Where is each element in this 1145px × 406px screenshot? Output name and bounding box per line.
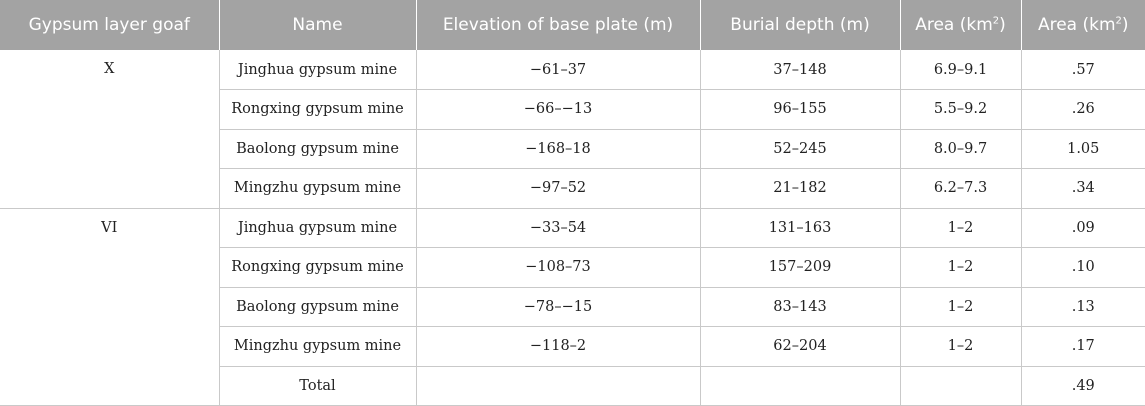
table-row: Total .49 — [0, 365, 1145, 406]
cell-area-2: 1.05 — [1020, 128, 1145, 169]
cell-burial-depth: 157–209 — [699, 247, 901, 288]
cell-area-2: .26 — [1020, 89, 1145, 130]
cell-elevation: −97–52 — [415, 168, 701, 209]
cell-area-2: .34 — [1020, 168, 1145, 209]
cell-elevation: −33–54 — [415, 207, 701, 248]
cell-elevation: −118–2 — [415, 326, 701, 367]
cell-area-2: .49 — [1020, 365, 1145, 406]
cell-gypsum-layer: X — [0, 50, 220, 209]
cell-area-2: .09 — [1020, 207, 1145, 248]
cell-area-1 — [899, 365, 1022, 406]
table-body: X Jinghua gypsum mine −61–37 37–148 6.9–9.1.… — [0, 50, 1145, 406]
cell-name: Rongxing gypsum mine — [218, 89, 417, 130]
header-gypsum-layer-goaf: Gypsum layer goaf — [28, 15, 190, 35]
cell-gypsum-layer: VI — [0, 207, 220, 406]
cell-burial-depth: 62–204 — [699, 326, 901, 367]
cell-name: Mingzhu gypsum mine — [218, 326, 417, 367]
header-name: Name — [218, 0, 416, 50]
cell-name: Baolong gypsum mine — [218, 128, 417, 169]
cell-area-1: 1–2 — [899, 326, 1022, 367]
cell-area-1: 5.5–9.2 — [899, 89, 1022, 130]
table-header: Gypsum layer goaf Name Elevation of base… — [0, 0, 1145, 50]
header-elevation: Elevation of base plate (m) — [415, 0, 700, 50]
cell-burial-depth: 52–245 — [699, 128, 901, 169]
cell-name: Jinghua gypsum mine — [218, 50, 417, 90]
cell-area-2: .17 — [1020, 326, 1145, 367]
header-burial-depth: Burial depth (m) — [699, 0, 900, 50]
cell-burial-depth: 131–163 — [699, 207, 901, 248]
cell-elevation: −66–−13 — [415, 89, 701, 130]
cell-name: Rongxing gypsum mine — [218, 247, 417, 288]
header-row: Gypsum layer goaf Name Elevation of base… — [0, 0, 1145, 50]
cell-burial-depth: 37–148 — [699, 50, 901, 90]
cell-burial-depth: 21–182 — [699, 168, 901, 209]
cell-name: Jinghua gypsum mine — [218, 207, 417, 248]
cell-elevation: −61–37 — [415, 50, 701, 90]
cell-area-2: .57 — [1020, 50, 1145, 90]
cell-area-1: 8.0–9.7 — [899, 128, 1022, 169]
table-row: Rongxing gypsum mine −66–−13 96–155 5.5–9.2… — [0, 89, 1145, 130]
table-row: Rongxing gypsum mine −108–73 157–209 1–2.10 — [0, 247, 1145, 288]
cell-elevation: −108–73 — [415, 247, 701, 288]
table-row: Baolong gypsum mine −168–18 52–245 8.0–9.7 1… — [0, 128, 1145, 169]
cell-burial-depth: 83–143 — [699, 286, 901, 327]
header-area-1: Area (km2) — [899, 0, 1021, 50]
cell-area-1: 1–2 — [899, 286, 1022, 327]
table-row: Mingzhu gypsum mine −118–2 62–204 1–2.17 — [0, 326, 1145, 367]
cell-elevation — [415, 365, 701, 406]
header-area-2: Area (km2) — [1020, 0, 1145, 50]
cell-elevation: −78–−15 — [415, 286, 701, 327]
cell-elevation: −168–18 — [415, 128, 701, 169]
cell-name: Mingzhu gypsum mine — [218, 168, 417, 209]
cell-area-1: 1–2 — [899, 207, 1022, 248]
cell-burial-depth: 96–155 — [699, 89, 901, 130]
cell-area-1: 6.9–9.1 — [899, 50, 1022, 90]
cell-area-1: 1–2 — [899, 247, 1022, 288]
cell-name: Baolong gypsum mine — [218, 286, 417, 327]
cell-area-1: 6.2–7.3 — [899, 168, 1022, 209]
table-row: VI Jinghua gypsum mine −33–54 131–163 1–2.09 — [0, 207, 1145, 406]
cell-area-2: .10 — [1020, 247, 1145, 288]
table-row: X Jinghua gypsum mine −61–37 37–148 6.9–9.1.… — [0, 50, 1145, 209]
cell-burial-depth — [699, 365, 901, 406]
cell-area-2: .13 — [1020, 286, 1145, 327]
cell-name: Total — [218, 365, 417, 406]
